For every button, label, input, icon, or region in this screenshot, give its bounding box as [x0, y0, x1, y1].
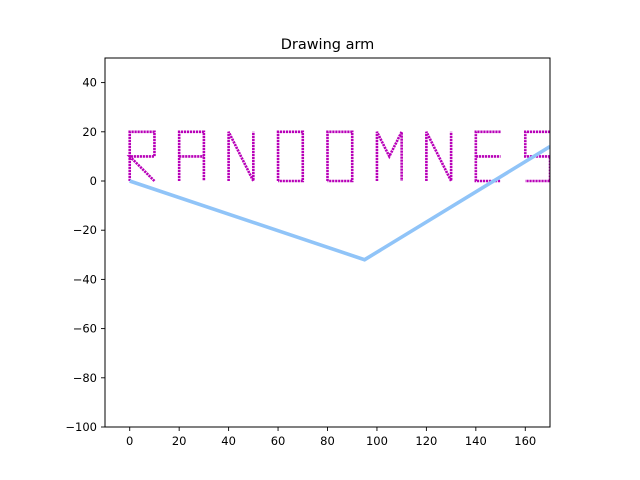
drawn-letter-n	[425, 131, 453, 182]
arm-layer	[129, 145, 550, 262]
y-tick-label: −60	[73, 322, 97, 336]
y-tick-label: −100	[65, 420, 97, 434]
x-axis: 0 20 40 60 80 100 120 140 160	[126, 427, 536, 448]
y-tick-label: −80	[73, 371, 97, 385]
x-tick-label: 120	[415, 434, 437, 448]
x-tick-label: 160	[514, 434, 536, 448]
x-tick-label: 140	[465, 434, 487, 448]
x-tick-label: 100	[366, 434, 388, 448]
y-tick-label: −40	[73, 272, 97, 286]
chart-title: Drawing arm	[281, 37, 375, 53]
y-tick-label: 20	[82, 125, 97, 139]
y-tick-label: −20	[73, 223, 97, 237]
x-tick-label: 80	[320, 434, 335, 448]
x-tick-label: 20	[172, 434, 187, 448]
drawn-letter-d	[276, 130, 305, 183]
y-axis: −100 −80 −60 −40 −20 0 20 40	[65, 76, 105, 434]
drawn-letter-m	[375, 131, 403, 181]
drawn-letter-n	[227, 131, 255, 182]
x-tick-label: 0	[126, 434, 133, 448]
y-tick-label: 0	[90, 174, 97, 188]
drawn-letter-s	[523, 130, 550, 183]
drawing-layer	[126, 130, 550, 183]
drawn-letter-o	[326, 130, 354, 183]
x-tick-label: 60	[271, 434, 286, 448]
x-tick-label: 40	[221, 434, 236, 448]
y-tick-label: 40	[82, 76, 97, 90]
arm-line	[129, 145, 550, 262]
drawn-letter-r	[126, 130, 156, 182]
